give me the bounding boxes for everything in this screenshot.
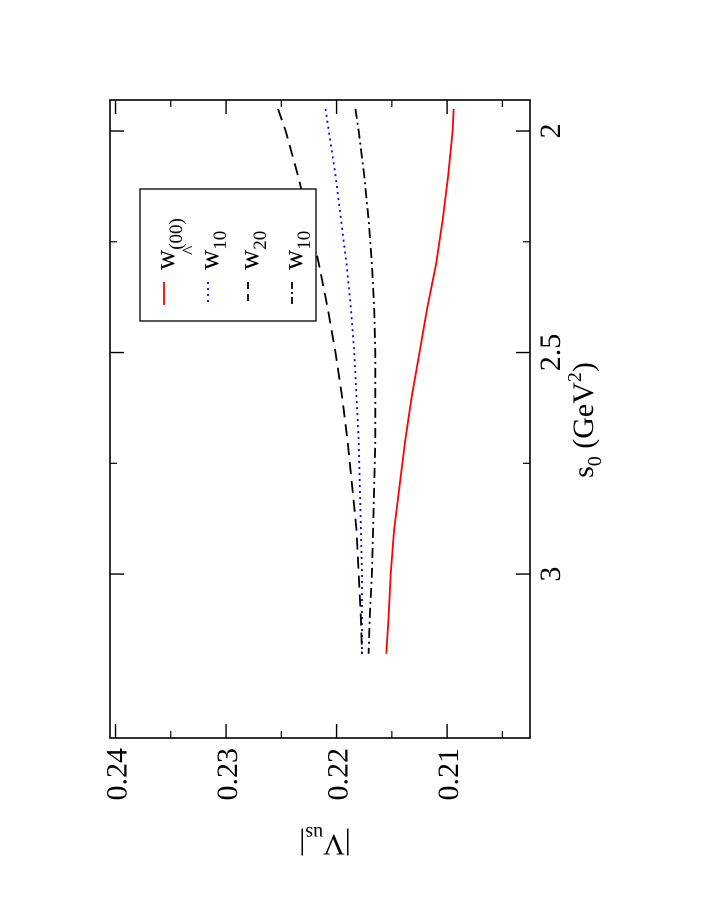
legend-label-main: w bbox=[278, 249, 309, 270]
legend-label-sub: 10 bbox=[210, 231, 231, 250]
legend-label-sub: 10 bbox=[294, 231, 315, 250]
tick-layer: 2 2.5 3 0.21 0.22 0.23 0.24 bbox=[101, 100, 567, 801]
x-axis-label-sup: 2 bbox=[564, 372, 586, 382]
legend-label-main: w bbox=[194, 249, 225, 270]
y-tick-label: 0.24 bbox=[101, 748, 134, 801]
y-axis-label-main: |V bbox=[323, 828, 351, 861]
y-tick-label: 0.23 bbox=[211, 748, 244, 801]
y-tick-label: 0.22 bbox=[322, 748, 355, 801]
plot-frame-layer bbox=[109, 99, 531, 739]
x-axis-label-main: s bbox=[567, 466, 600, 478]
series-line-2 bbox=[324, 108, 363, 654]
y-axis-label-sub: us bbox=[305, 822, 323, 844]
x-axis-label: s0 (GeV2) bbox=[564, 362, 606, 478]
y-axis-label: |Vus| bbox=[299, 822, 350, 861]
series-line-4 bbox=[354, 108, 377, 654]
legend-box bbox=[139, 188, 317, 322]
series-layer bbox=[277, 108, 455, 654]
x-axis-label-sub: 0 bbox=[584, 456, 606, 466]
series-line-1 bbox=[385, 108, 455, 654]
x-tick-label: 2 bbox=[534, 124, 567, 139]
legend-label-1: w(00) bbox=[150, 218, 187, 270]
y-tick-label: 0.21 bbox=[432, 748, 465, 801]
legend-label-main: w bbox=[150, 249, 181, 270]
x-axis-label-close: ) bbox=[567, 362, 600, 372]
x-tick-label: 2.5 bbox=[534, 334, 567, 372]
x-axis-label-unit: (GeV bbox=[567, 382, 600, 456]
y-axis-label-close: | bbox=[299, 828, 305, 861]
legend-label-sub: 20 bbox=[250, 231, 271, 250]
legend-label-4: w10 bbox=[278, 231, 315, 270]
legend-label-sub: (00) bbox=[166, 218, 187, 250]
legend-label-3: w20 bbox=[234, 231, 271, 270]
axis-labels: s0 (GeV2) |Vus| bbox=[299, 362, 606, 861]
plot-frame bbox=[109, 99, 531, 739]
legend-label-main: w bbox=[234, 249, 265, 270]
x-tick-label: 3 bbox=[534, 567, 567, 582]
legend-hat-2: ^ bbox=[179, 245, 201, 255]
series-line-3 bbox=[277, 108, 363, 654]
legend-label-2: w10 bbox=[194, 231, 231, 270]
